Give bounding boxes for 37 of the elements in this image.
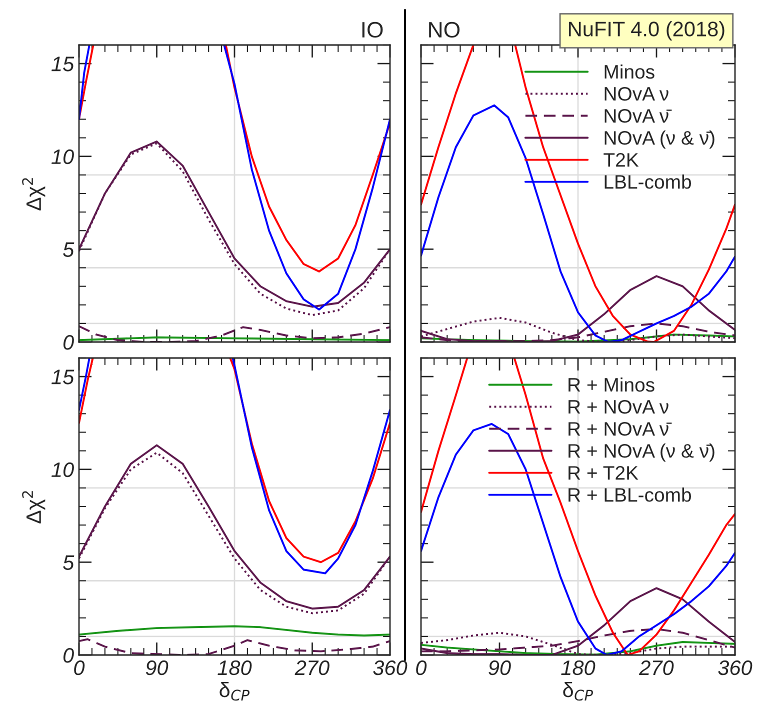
legend-label: R + T2K [568, 466, 638, 480]
y-tick-label: 10 [52, 462, 74, 478]
text: IO [362, 22, 383, 38]
y-tick-label: 0 [63, 335, 74, 350]
legend-label: Minos [604, 64, 654, 79]
legend-label: NOvA (ν & ν̄) [604, 130, 714, 149]
y-tick-label: 0 [63, 648, 74, 663]
legend-label: NOvA ν̄ [604, 108, 672, 123]
legend-label: R + NOvA (ν & ν̄) [568, 443, 714, 462]
x-tick-label: 270 [639, 660, 674, 676]
text: NuFIT 4.0 (2018) [569, 21, 724, 41]
x-tick-label: 360 [373, 660, 408, 676]
y-tick-label: 10 [52, 149, 74, 164]
legend-label: R + Minos [568, 377, 654, 392]
y-axis-title: Δχ$^{2}$ [22, 491, 46, 524]
x-tick-label: 360 [718, 660, 752, 676]
legend-label: T2K [604, 153, 639, 167]
x-axis-title: δ$_{CP}$ [563, 682, 594, 701]
legend-label: R + LBL-comb [568, 488, 691, 502]
y-tick-label: 15 [52, 370, 74, 384]
legend-label: NOvA ν [604, 86, 668, 101]
x-tick-label: 180 [218, 660, 252, 676]
y-tick-label: 5 [63, 555, 74, 570]
x-tick-label: 0 [416, 660, 427, 676]
legend-label: R + NOvA ν [568, 400, 668, 414]
x-tick-label: 0 [74, 660, 85, 676]
x-axis-title: δ$_{CP}$ [220, 682, 250, 701]
y-axis-title: Δχ$^{2}$ [22, 178, 46, 210]
legend-label: R + NOvA ν̄ [568, 422, 672, 436]
x-tick-label: 180 [561, 660, 596, 676]
x-tick-label: 90 [146, 660, 168, 676]
y-tick-label: 5 [63, 242, 74, 257]
x-tick-label: 270 [294, 660, 330, 676]
text: NO [429, 22, 460, 38]
y-tick-label: 15 [52, 56, 74, 72]
x-tick-label: 90 [488, 660, 511, 676]
legend-label: LBL-comb [604, 174, 691, 189]
